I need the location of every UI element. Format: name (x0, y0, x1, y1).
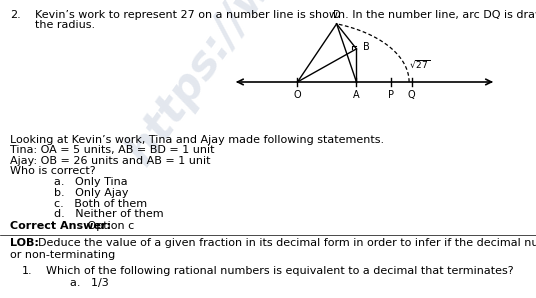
Text: or non-terminating: or non-terminating (10, 250, 115, 260)
Text: A: A (353, 90, 360, 100)
Text: LOB:: LOB: (10, 238, 39, 249)
Text: D: D (333, 10, 340, 20)
Text: 1.: 1. (21, 266, 32, 276)
Text: O: O (294, 90, 301, 100)
Text: Kevin’s work to represent 27 on a number line is shown. In the number line, arc : Kevin’s work to represent 27 on a number… (35, 10, 536, 20)
Text: a.   1/3: a. 1/3 (70, 278, 108, 288)
Text: Q: Q (408, 90, 415, 100)
Text: $\sqrt{27}$: $\sqrt{27}$ (409, 58, 430, 70)
Text: B: B (363, 42, 370, 52)
Text: b.   Only Ajay: b. Only Ajay (54, 188, 128, 198)
Text: Tina: OA = 5 units, AB = BD = 1 unit: Tina: OA = 5 units, AB = BD = 1 unit (10, 145, 214, 155)
Text: https://ww: https://ww (118, 0, 305, 173)
Text: 2.: 2. (10, 10, 20, 20)
Text: a.   Only Tina: a. Only Tina (54, 177, 127, 187)
Text: d.   Neither of them: d. Neither of them (54, 209, 163, 220)
Text: Who is correct?: Who is correct? (10, 166, 95, 176)
Text: Deduce the value of a given fraction in its decimal form in order to infer if th: Deduce the value of a given fraction in … (38, 238, 536, 249)
Text: the radius.: the radius. (35, 20, 95, 30)
Text: Option c: Option c (84, 221, 134, 231)
Text: P: P (388, 90, 394, 100)
Text: c.   Both of them: c. Both of them (54, 199, 147, 209)
Text: Which of the following rational numbers is equivalent to a decimal that terminat: Which of the following rational numbers … (46, 266, 513, 276)
Text: Ajay: OB = 26 units and AB = 1 unit: Ajay: OB = 26 units and AB = 1 unit (10, 156, 210, 166)
Text: Looking at Kevin’s work, Tina and Ajay made following statements.: Looking at Kevin’s work, Tina and Ajay m… (10, 135, 384, 145)
Text: Correct Answer:: Correct Answer: (10, 221, 110, 231)
